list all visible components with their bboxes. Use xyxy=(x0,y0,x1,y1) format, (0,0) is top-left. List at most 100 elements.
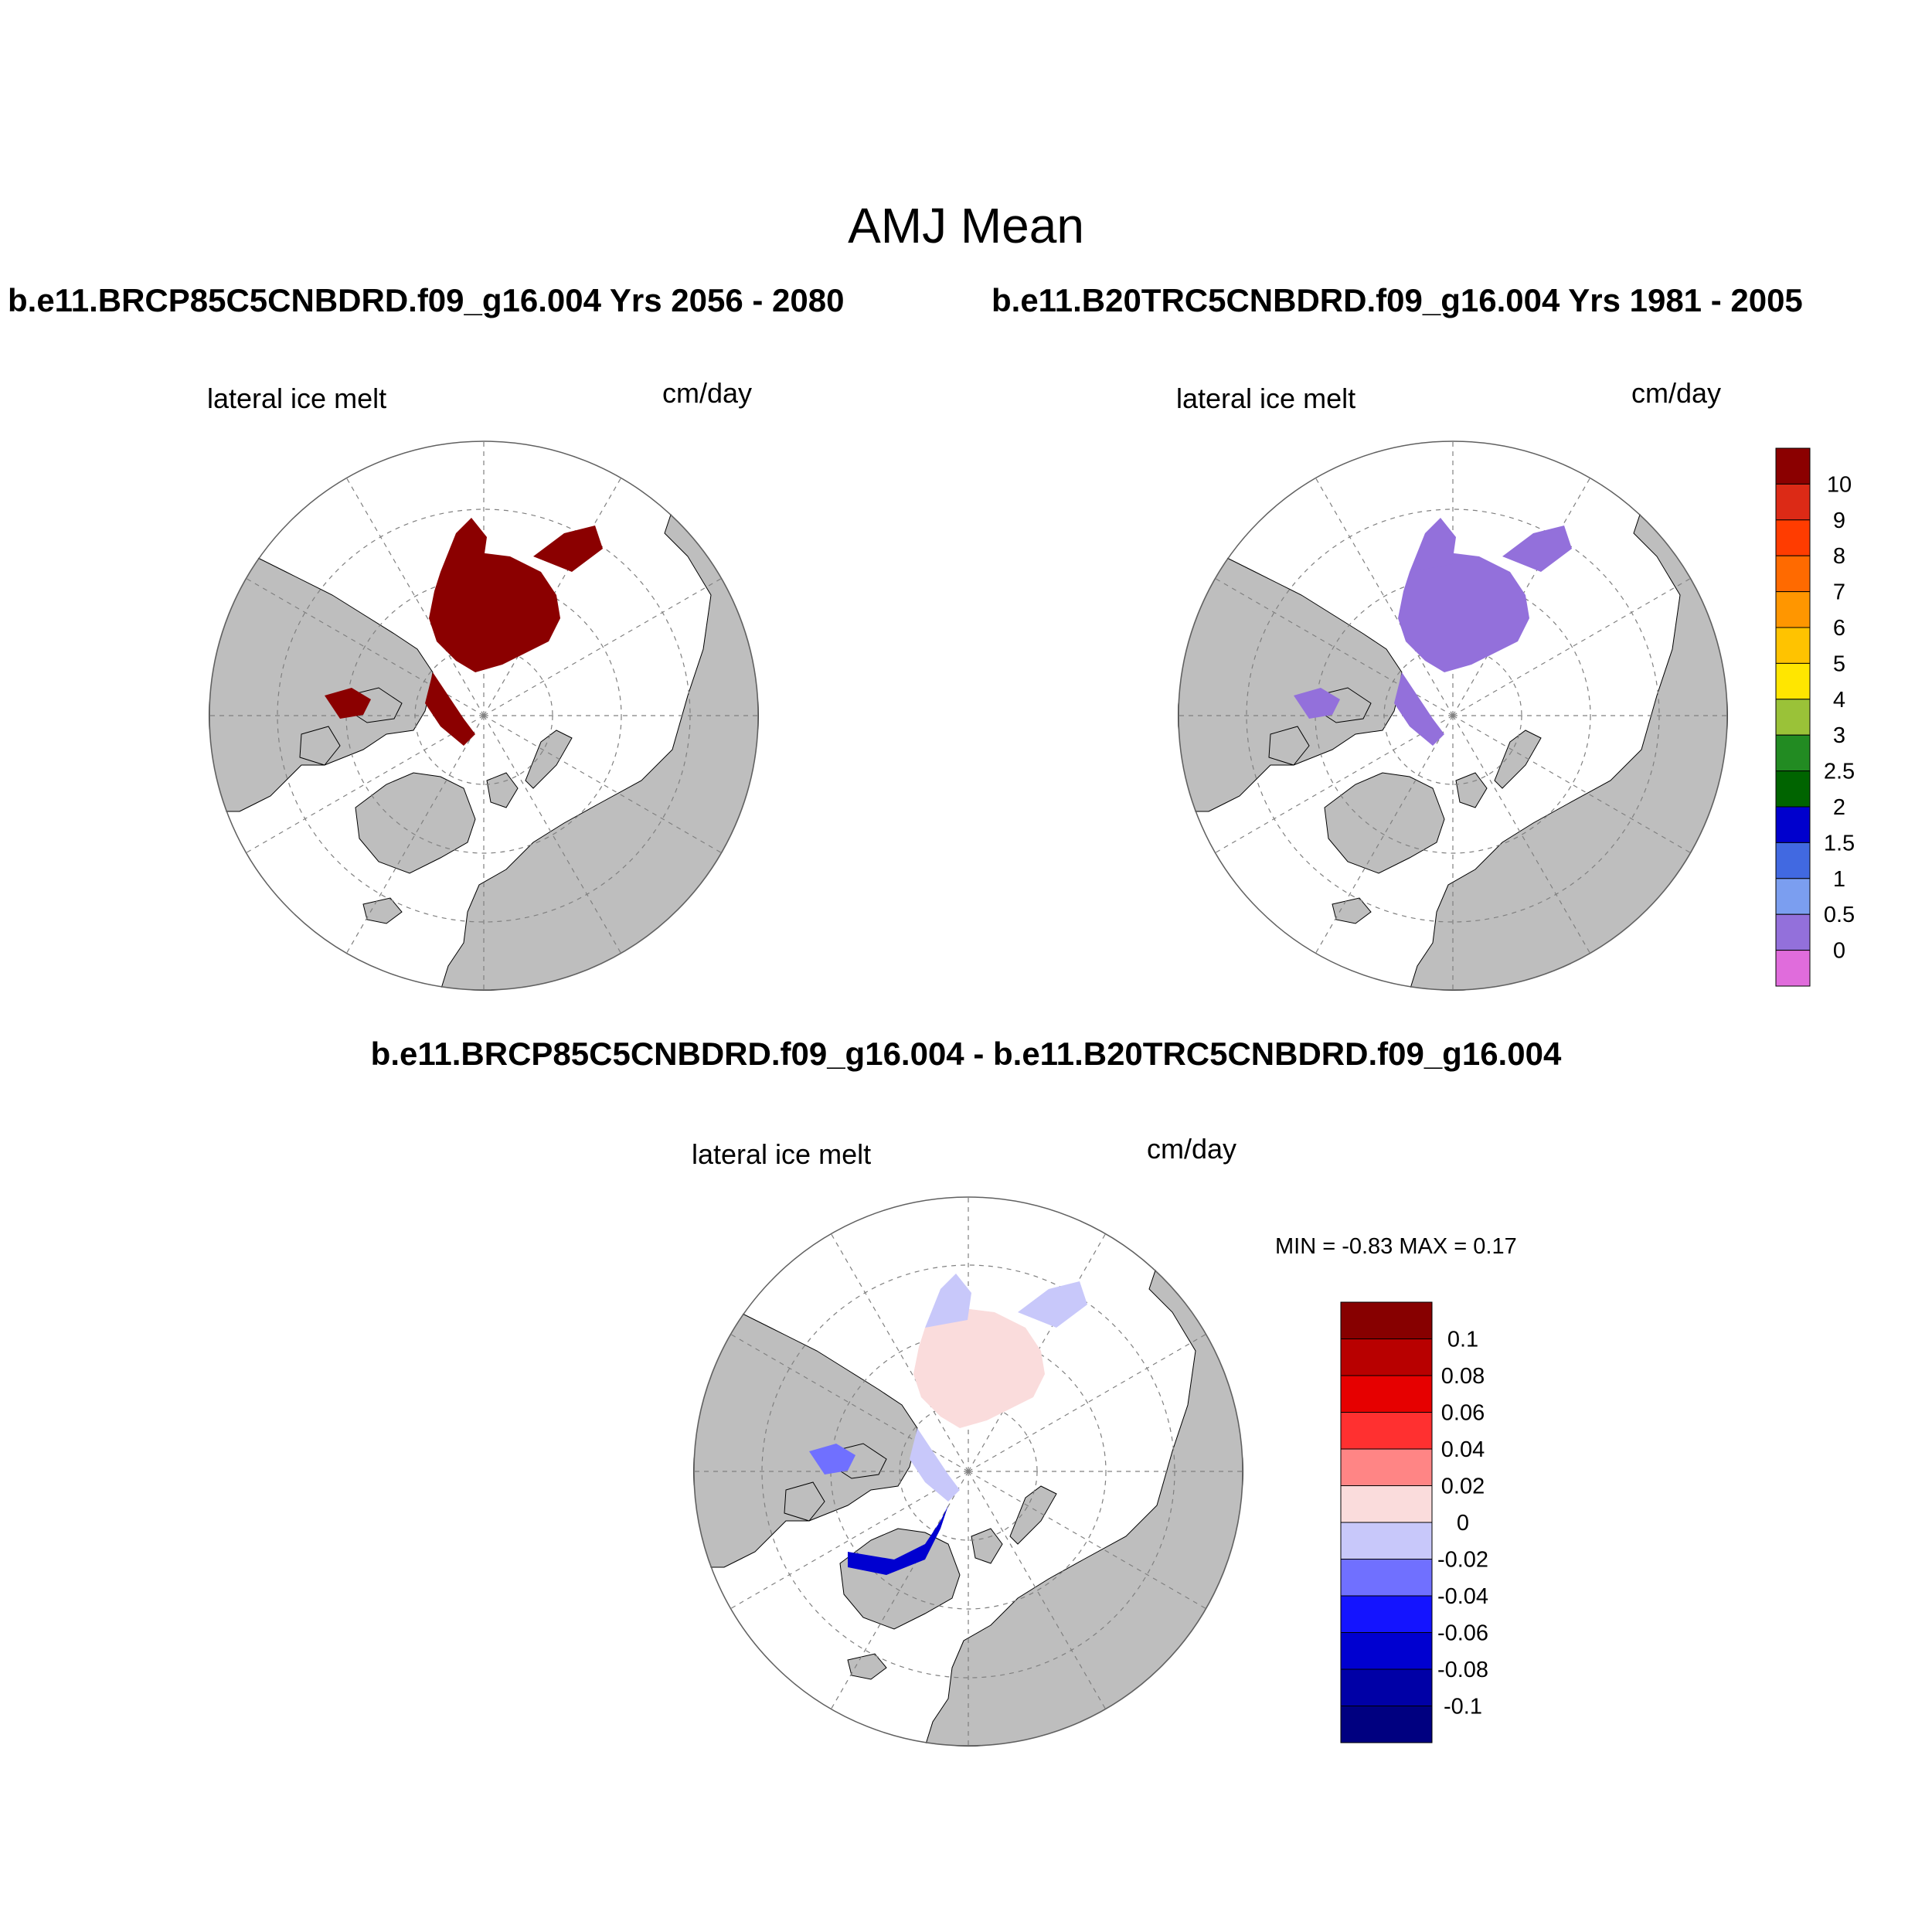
min-max-label: MIN = -0.83 MAX = 0.17 xyxy=(1275,1234,1517,1259)
svalbard-land xyxy=(486,772,519,808)
ice-melt-field xyxy=(809,1274,1087,1575)
ice-melt-field xyxy=(325,518,603,746)
panel-future-units: cm/day xyxy=(662,377,753,409)
colorbar-tick-label: 6 xyxy=(1833,616,1845,641)
baffin-bay-ice xyxy=(1394,672,1444,746)
panel-historical-variable: lateral ice melt xyxy=(1176,383,1356,414)
colorbar-tick-label: 0 xyxy=(1457,1511,1469,1536)
svalbard-land xyxy=(1455,772,1488,808)
hudson-bay-diff xyxy=(809,1444,855,1475)
novaya-zemlya-land xyxy=(1494,730,1542,789)
map-border xyxy=(209,440,759,991)
baffin-bay-diff xyxy=(910,1428,960,1502)
colorbar-swatch xyxy=(1775,519,1811,556)
bering-sea-ice xyxy=(1410,518,1456,572)
colorbar-swatch xyxy=(1775,950,1811,987)
colorbar-swatch xyxy=(1340,1301,1433,1339)
colorbar-swatch xyxy=(1775,662,1811,700)
novaya-zemlya-land xyxy=(1009,1485,1057,1545)
colorbar-tick-label: -0.08 xyxy=(1437,1658,1488,1682)
colorbar-swatch xyxy=(1340,1338,1433,1376)
colorbar-swatch xyxy=(1775,913,1811,951)
colorbar-swatch xyxy=(1775,878,1811,915)
panel-difference-units: cm/day xyxy=(1147,1133,1237,1165)
colorbar-swatch xyxy=(1340,1706,1433,1743)
bering-sea-diff xyxy=(925,1274,971,1328)
colorbar-swatch xyxy=(1340,1485,1433,1523)
colorbar-swatch xyxy=(1775,842,1811,879)
north-america-land xyxy=(209,556,434,812)
arctic-basin-ice xyxy=(429,553,560,672)
north-america-land xyxy=(693,1311,918,1568)
iceland-land xyxy=(1332,897,1372,924)
colorbar-tick-label: 0.08 xyxy=(1441,1364,1485,1389)
figure-title: AMJ Mean xyxy=(848,198,1084,253)
colorbar-swatch xyxy=(1775,806,1811,843)
barents-edge-diff xyxy=(848,1505,948,1575)
colorbar-tick-label: -0.06 xyxy=(1437,1621,1488,1646)
latitude-circle xyxy=(345,577,622,854)
okhotsk-sea-ice xyxy=(1502,526,1572,572)
latitude-circle xyxy=(830,1333,1107,1610)
difference-title: b.e11.BRCP85C5CNBDRD.f09_g16.004 - b.e11… xyxy=(370,1036,1562,1072)
colorbar-tick-label: 0.04 xyxy=(1441,1437,1485,1462)
map-border xyxy=(693,1196,1243,1747)
colorbar-tick-label: 0 xyxy=(1833,939,1845,964)
iceland-land xyxy=(362,897,403,924)
land xyxy=(209,440,759,991)
latitude-circle xyxy=(1315,577,1591,854)
colorbar-swatch xyxy=(1775,447,1811,485)
okhotsk-sea-diff xyxy=(1018,1281,1087,1328)
colorbar-swatch xyxy=(1775,699,1811,736)
colorbar-tick-label: 8 xyxy=(1833,544,1845,569)
colorbar-tick-label: 4 xyxy=(1833,688,1845,713)
colorbar-swatch xyxy=(1340,1375,1433,1413)
colorbar-tick-label: -0.1 xyxy=(1444,1695,1482,1719)
panel-historical-header: b.e11.B20TRC5CNBDRD.f09_g16.004 Yrs 1981… xyxy=(992,282,1803,318)
colorbar-tick-label: 0.06 xyxy=(1441,1401,1485,1426)
colorbar-swatch xyxy=(1775,483,1811,521)
graticule xyxy=(209,440,759,991)
baffin-land xyxy=(1268,726,1310,766)
eurasia-land xyxy=(924,1196,1243,1747)
colorbar-difference: 0.1 0.08 0.06 0.04 0.02 0 -0.02 -0.04 -0.06 -0.08… xyxy=(1340,1301,1488,1743)
ice-melt-field xyxy=(1294,518,1572,746)
eurasia-land xyxy=(1409,440,1728,991)
panel-future-header: b.e11.BRCP85C5CNBDRD.f09_g16.004 Yrs 205… xyxy=(8,282,845,318)
colorbar-tick-label: 1.5 xyxy=(1824,831,1855,855)
colorbar-swatch xyxy=(1340,1559,1433,1597)
bering-sea-ice xyxy=(440,518,487,572)
colorbar-tick-label: 2.5 xyxy=(1824,760,1855,784)
colorbar-tick-label: 7 xyxy=(1833,580,1845,605)
colorbar-tick-label: 9 xyxy=(1833,509,1845,533)
colorbar-absolute: 10 9 8 7 6 5 4 3 2.5 2 1.5 1 0.5 0 xyxy=(1775,447,1855,987)
map-panel-future xyxy=(209,440,759,991)
baffin-bay-ice xyxy=(425,672,475,746)
novaya-zemlya-land xyxy=(525,730,573,789)
colorbar-swatch xyxy=(1340,1448,1433,1486)
colorbar-tick-label: 1 xyxy=(1833,867,1845,892)
panel-future-variable: lateral ice melt xyxy=(207,383,387,414)
map-panel-difference xyxy=(693,1196,1243,1747)
arctic-basin-ice xyxy=(1398,553,1529,672)
arctic-basin-diff xyxy=(913,1308,1045,1428)
panel-historical-units: cm/day xyxy=(1631,377,1722,409)
land xyxy=(1178,440,1728,991)
colorbar-tick-label: 2 xyxy=(1833,795,1845,820)
colorbar-swatch xyxy=(1775,591,1811,628)
eurasia-land xyxy=(440,440,759,991)
graticule xyxy=(693,1196,1243,1747)
hudson-bay-ice xyxy=(325,688,371,719)
colorbar-tick-label: -0.04 xyxy=(1437,1584,1488,1609)
colorbar-tick-label: 10 xyxy=(1827,472,1852,497)
colorbar-tick-label: 0.02 xyxy=(1441,1475,1485,1499)
colorbar-tick-label: 3 xyxy=(1833,723,1845,748)
baffin-land xyxy=(299,726,341,766)
map-border xyxy=(1178,440,1728,991)
colorbar-tick-label: 0.1 xyxy=(1447,1328,1478,1352)
graticule xyxy=(1178,440,1728,991)
baffin-land xyxy=(784,1481,825,1522)
colorbar-swatch xyxy=(1775,734,1811,772)
svalbard-land xyxy=(971,1528,1003,1564)
colorbar-swatch xyxy=(1340,1668,1433,1706)
